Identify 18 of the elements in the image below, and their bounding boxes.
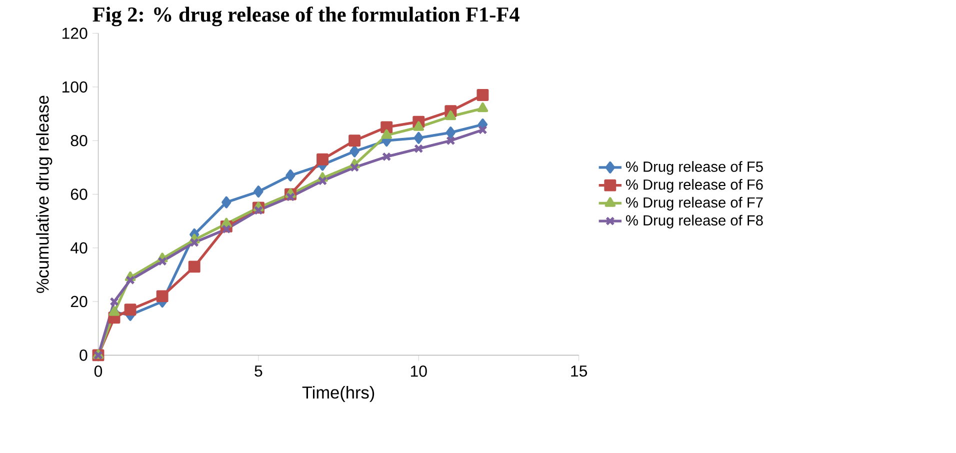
y-tick-label: 120 <box>62 27 88 39</box>
y-tick-label: 40 <box>70 242 88 254</box>
y-tick-label: 100 <box>62 81 88 92</box>
y-axis-title: %cumulative drug release <box>36 96 52 293</box>
chart-title: Fig 2: % drug release of the formulation F1-F4 <box>92 6 520 26</box>
legend-label: % Drug release of F6 <box>626 178 763 192</box>
x-tick-label: 0 <box>94 365 102 377</box>
y-tick-label: 60 <box>70 188 88 200</box>
x-tick-label: 15 <box>571 365 588 376</box>
x-tick-label: 10 <box>410 365 427 377</box>
y-tick-label: 0 <box>80 349 88 361</box>
x-tick-label: 5 <box>254 365 262 376</box>
legend-label: % Drug release of F7 <box>626 196 763 210</box>
legend-label: % Drug release of F8 <box>626 214 763 228</box>
legend-label: % Drug release of F5 <box>626 160 763 175</box>
y-tick-label: 80 <box>70 134 88 146</box>
y-tick-label: 20 <box>70 296 88 307</box>
x-axis-title: Time(hrs) <box>302 386 374 402</box>
